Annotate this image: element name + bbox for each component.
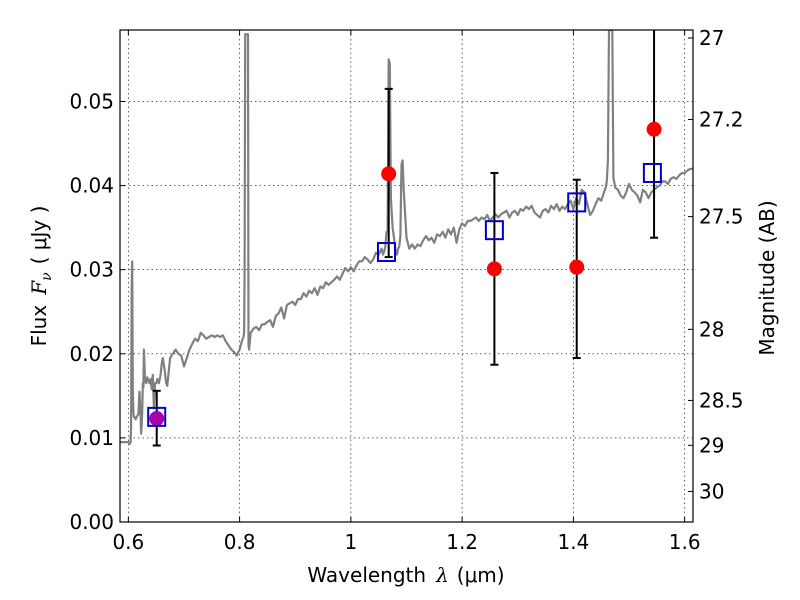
- y-tick-label: 0.05: [69, 89, 114, 113]
- x-tick-label: 1.4: [557, 530, 589, 554]
- mag-tick-label: 28: [699, 317, 724, 341]
- mag-tick-label: 27.5: [699, 205, 744, 229]
- x-tick-label: 1.2: [446, 530, 478, 554]
- y-tick-label: 0.01: [69, 426, 114, 450]
- model-point: [484, 220, 504, 241]
- x-tick-label: 0.8: [224, 530, 256, 554]
- observed-point: [646, 121, 662, 137]
- x-tick-label: 1: [345, 530, 358, 554]
- observed-point: [381, 166, 397, 182]
- mag-tick-label: 28.5: [699, 388, 744, 412]
- y-tick-label: 0.03: [69, 258, 114, 282]
- x-tick-label: 1.6: [669, 530, 701, 554]
- y-axis-ticks: 0.00 0.01 0.02 0.03 0.04 0.05: [69, 89, 125, 534]
- model-point: [567, 192, 587, 213]
- observed-point: [149, 411, 165, 427]
- model-point: [147, 406, 167, 427]
- y-tick-label: 0.02: [69, 342, 114, 366]
- observed-point: [569, 259, 585, 275]
- plot-frame: [119, 29, 694, 523]
- grid-layer: [120, 30, 693, 523]
- magnitude-axis-ticks: 27 27.2 27.5 28 28.5 29 30: [688, 26, 744, 503]
- observed-point: [486, 261, 502, 277]
- y-tick-label: 0.00: [69, 510, 114, 534]
- errorbar-layer: [152, 30, 659, 447]
- model-point: [376, 242, 396, 263]
- y-axis-label: FluxFν( μJy ): [27, 206, 55, 347]
- model-point: [642, 162, 662, 183]
- marker-layer: [147, 121, 662, 427]
- mag-tick-label: 30: [699, 479, 724, 503]
- y-tick-label: 0.04: [69, 174, 114, 198]
- x-tick-label: 0.6: [112, 530, 144, 554]
- y2-axis-label: Magnitude (AB): [755, 200, 779, 355]
- x-axis-ticks: 0.6 0.8 1 1.2 1.4 1.6: [112, 30, 701, 554]
- mag-tick-label: 27.2: [699, 107, 744, 131]
- mag-tick-label: 27: [699, 26, 724, 50]
- spectrum-line: [120, 30, 693, 445]
- mag-tick-label: 29: [699, 433, 724, 457]
- x-axis-label: Wavelength λ (μm): [307, 563, 504, 587]
- spectrum-layer: [120, 30, 693, 445]
